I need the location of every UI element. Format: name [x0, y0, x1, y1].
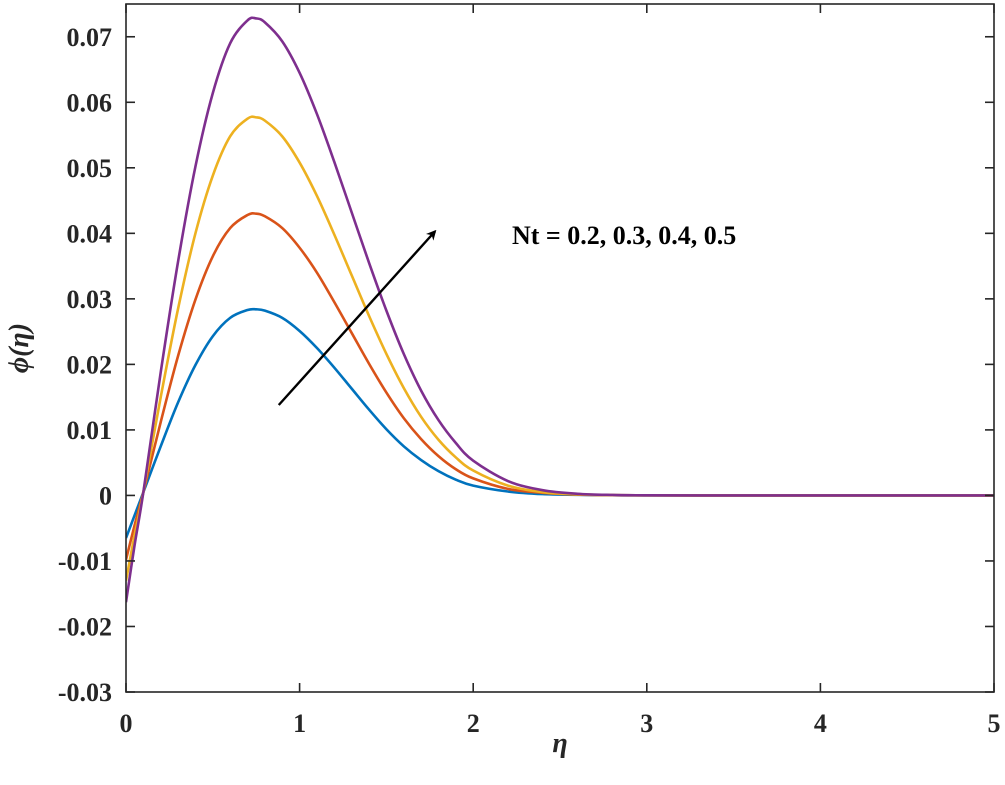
plot-area	[126, 4, 994, 692]
x-tick-label: 4	[814, 709, 827, 738]
x-tick-label: 5	[988, 709, 1001, 738]
y-tick-label: 0.05	[67, 154, 113, 183]
x-tick-label: 3	[640, 709, 653, 738]
y-tick-label: 0.01	[67, 416, 113, 445]
axes-box	[125, 3, 995, 693]
y-tick-label: 0.06	[67, 88, 113, 117]
y-tick-label: 0.03	[67, 285, 113, 314]
y-tick-label: -0.02	[58, 612, 112, 641]
y-tick-label: 0	[99, 481, 112, 510]
x-axis-label: η	[552, 728, 567, 759]
y-tick-label: 0.04	[67, 219, 113, 248]
x-tick-label: 0	[120, 709, 133, 738]
series-layer	[126, 16, 994, 603]
x-tick-label: 2	[467, 709, 480, 738]
y-tick-label: 0.02	[67, 350, 113, 379]
x-tick-label: 1	[293, 709, 306, 738]
series-line-4	[126, 16, 994, 603]
tick-layer: 0 1 2 3 4 5 -0.03 -0.02 -0.01 0 0.01 0.02 0.03 0.04 0.…	[58, 4, 1001, 738]
annotation-arrow	[277, 229, 437, 406]
y-tick-label: -0.03	[58, 678, 112, 707]
y-axis-label: ϕ(η)	[4, 323, 35, 373]
annotation-text: Nt = 0.2, 0.3, 0.4, 0.5	[512, 221, 736, 250]
y-tick-label: 0.07	[67, 23, 113, 52]
y-tick-label: -0.01	[58, 547, 112, 576]
